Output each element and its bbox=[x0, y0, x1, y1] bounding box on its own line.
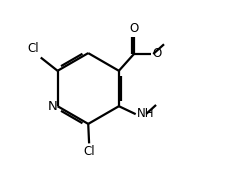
Text: NH: NH bbox=[136, 107, 153, 120]
Text: Cl: Cl bbox=[27, 42, 39, 55]
Text: O: O bbox=[129, 22, 138, 35]
Text: O: O bbox=[151, 47, 161, 61]
Text: Cl: Cl bbox=[83, 145, 94, 158]
Text: N: N bbox=[47, 100, 57, 113]
